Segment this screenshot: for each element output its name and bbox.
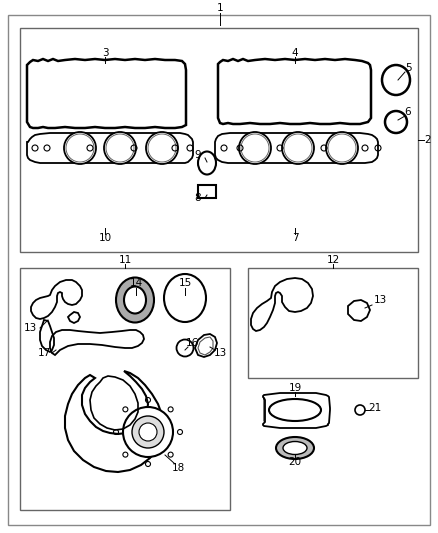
Polygon shape (263, 393, 330, 428)
Text: 3: 3 (102, 48, 108, 58)
Text: 12: 12 (326, 255, 339, 265)
Text: 9: 9 (194, 150, 201, 160)
Text: 5: 5 (405, 63, 411, 73)
Ellipse shape (104, 132, 136, 164)
Ellipse shape (164, 274, 206, 322)
Text: 13: 13 (373, 295, 387, 305)
Ellipse shape (283, 441, 307, 455)
Text: 7: 7 (292, 233, 298, 243)
Ellipse shape (239, 132, 271, 164)
Text: 18: 18 (171, 463, 185, 473)
Ellipse shape (355, 405, 365, 415)
Text: 15: 15 (178, 278, 192, 288)
Text: 8: 8 (194, 193, 201, 203)
Text: 4: 4 (292, 48, 298, 58)
Ellipse shape (132, 416, 164, 448)
Ellipse shape (382, 65, 410, 95)
Bar (20, 28, 418, 252)
Bar (20, 268, 230, 510)
Ellipse shape (282, 132, 314, 164)
Text: 17: 17 (37, 348, 51, 358)
Text: 19: 19 (288, 383, 302, 393)
Ellipse shape (146, 132, 178, 164)
Ellipse shape (64, 132, 96, 164)
Polygon shape (65, 371, 163, 472)
Bar (248, 268, 418, 378)
Ellipse shape (177, 340, 194, 357)
Ellipse shape (124, 287, 146, 313)
Ellipse shape (123, 407, 173, 457)
Text: 21: 21 (368, 403, 381, 413)
Text: 14: 14 (129, 278, 143, 288)
Ellipse shape (326, 132, 358, 164)
Ellipse shape (198, 151, 216, 174)
Text: 13: 13 (213, 348, 226, 358)
Text: 2: 2 (425, 135, 431, 145)
Text: 10: 10 (99, 233, 112, 243)
Ellipse shape (385, 111, 407, 133)
Polygon shape (264, 398, 327, 423)
Text: 11: 11 (118, 255, 132, 265)
Ellipse shape (276, 437, 314, 459)
Text: 20: 20 (289, 457, 301, 467)
Text: 13: 13 (23, 323, 37, 333)
Ellipse shape (139, 423, 157, 441)
Ellipse shape (116, 278, 154, 322)
Ellipse shape (269, 399, 321, 421)
Text: 1: 1 (217, 3, 223, 13)
Text: 16: 16 (185, 338, 198, 348)
Text: 6: 6 (405, 107, 411, 117)
Polygon shape (198, 185, 216, 198)
